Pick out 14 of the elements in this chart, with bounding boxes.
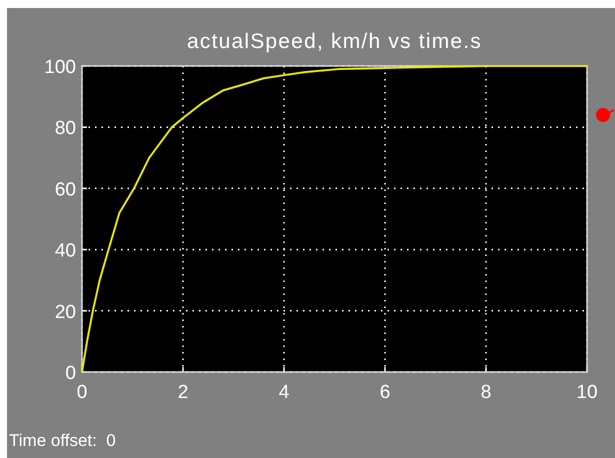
x-tick-label: 2	[178, 382, 188, 403]
x-tick-label: 4	[278, 382, 290, 403]
y-tick-label: 20	[54, 302, 76, 323]
y-tick-label: 0	[65, 363, 76, 384]
x-tick-label: 10	[576, 382, 598, 403]
y-tick-label: 60	[54, 179, 76, 200]
y-tick-label: 40	[54, 240, 76, 262]
x-tick-label: 8	[480, 382, 492, 403]
x-tick-label: 6	[380, 382, 390, 403]
chart-title: actualSpeed, km/h vs time.s	[186, 30, 482, 53]
y-tick-label: 80	[54, 118, 76, 140]
line-series	[81, 65, 588, 373]
text: Time offset: 0	[9, 431, 116, 450]
y-tick-label: 100	[44, 57, 76, 78]
